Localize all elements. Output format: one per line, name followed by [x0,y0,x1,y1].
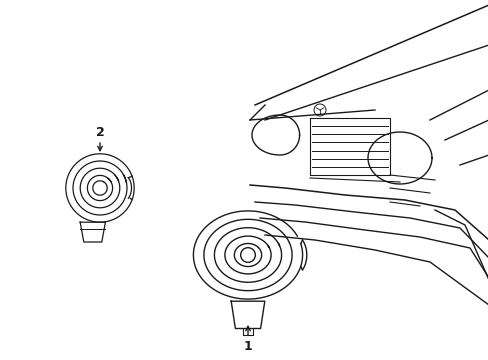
Text: 2: 2 [96,126,104,139]
Text: 1: 1 [243,341,252,354]
